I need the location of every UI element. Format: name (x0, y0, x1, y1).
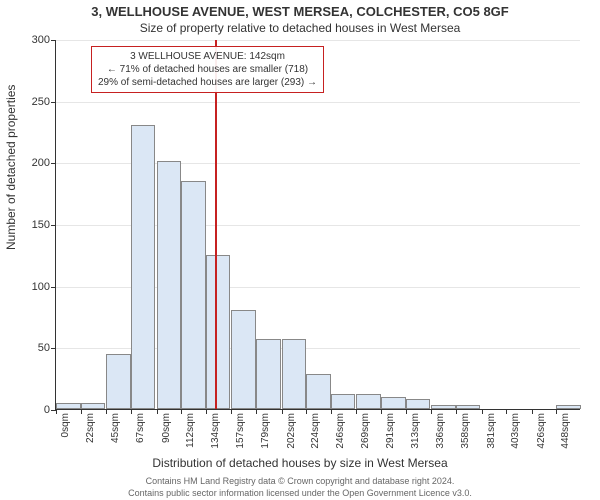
histogram-bar (406, 399, 431, 409)
x-tick-label: 336sqm (435, 413, 446, 449)
title-sub: Size of property relative to detached ho… (0, 21, 600, 35)
x-tick (456, 409, 457, 414)
x-tick-label: 134sqm (210, 413, 221, 449)
histogram-bar (331, 394, 356, 409)
title-main: 3, WELLHOUSE AVENUE, WEST MERSEA, COLCHE… (0, 4, 600, 19)
y-tick (51, 102, 56, 103)
x-tick-label: 358sqm (460, 413, 471, 449)
x-tick-label: 224sqm (310, 413, 321, 449)
histogram-bar (56, 403, 81, 409)
plot-area: 0501001502002503000sqm22sqm45sqm67sqm90s… (55, 40, 580, 410)
y-tick (51, 225, 56, 226)
histogram-bar (556, 405, 581, 409)
x-tick (106, 409, 107, 414)
histogram-bar (181, 181, 206, 409)
x-tick (56, 409, 57, 414)
histogram-bar (157, 161, 182, 409)
x-tick (231, 409, 232, 414)
x-tick (482, 409, 483, 414)
x-tick (431, 409, 432, 414)
histogram-bar (231, 310, 256, 409)
histogram-figure: 3, WELLHOUSE AVENUE, WEST MERSEA, COLCHE… (0, 0, 600, 500)
x-tick (282, 409, 283, 414)
x-tick (406, 409, 407, 414)
reference-line (215, 40, 217, 409)
histogram-bar (381, 397, 406, 409)
x-tick (556, 409, 557, 414)
y-tick-label: 100 (32, 281, 50, 293)
x-tick-label: 246sqm (335, 413, 346, 449)
histogram-bar (431, 405, 456, 409)
x-tick (356, 409, 357, 414)
annotation-line: ← 71% of detached houses are smaller (71… (98, 63, 317, 76)
footer-copyright-1: Contains HM Land Registry data © Crown c… (0, 476, 600, 486)
x-tick-label: 313sqm (410, 413, 421, 449)
x-tick (157, 409, 158, 414)
gridline (56, 102, 580, 103)
histogram-bar (106, 354, 131, 410)
x-tick (532, 409, 533, 414)
histogram-bar (306, 374, 331, 409)
y-tick (51, 163, 56, 164)
x-tick-label: 202sqm (286, 413, 297, 449)
y-axis-label: Number of detached properties (4, 85, 18, 250)
x-tick (256, 409, 257, 414)
x-tick (206, 409, 207, 414)
annotation-line: 3 WELLHOUSE AVENUE: 142sqm (98, 50, 317, 63)
x-tick-label: 0sqm (60, 413, 71, 437)
x-tick (306, 409, 307, 414)
histogram-bar (356, 394, 381, 409)
y-tick (51, 40, 56, 41)
x-tick-label: 157sqm (235, 413, 246, 449)
x-tick (181, 409, 182, 414)
x-tick-label: 291sqm (385, 413, 396, 449)
x-tick-label: 179sqm (260, 413, 271, 449)
annotation-box: 3 WELLHOUSE AVENUE: 142sqm← 71% of detac… (91, 46, 324, 93)
x-tick-label: 67sqm (135, 413, 146, 443)
x-tick-label: 381sqm (486, 413, 497, 449)
x-tick (81, 409, 82, 414)
histogram-bar (282, 339, 307, 409)
x-tick (506, 409, 507, 414)
annotation-line: 29% of semi-detached houses are larger (… (98, 76, 317, 89)
histogram-bar (206, 255, 231, 409)
x-axis-label: Distribution of detached houses by size … (0, 456, 600, 470)
y-tick-label: 150 (32, 219, 50, 231)
y-tick (51, 287, 56, 288)
x-tick (131, 409, 132, 414)
x-tick (381, 409, 382, 414)
footer-copyright-2: Contains public sector information licen… (0, 488, 600, 498)
y-tick (51, 348, 56, 349)
x-tick-label: 45sqm (110, 413, 121, 443)
x-tick (331, 409, 332, 414)
x-tick-label: 426sqm (536, 413, 547, 449)
x-tick-label: 112sqm (185, 413, 196, 448)
y-tick-label: 200 (32, 157, 50, 169)
y-tick-label: 300 (32, 34, 50, 46)
histogram-bar (131, 125, 156, 409)
x-tick-label: 403sqm (510, 413, 521, 449)
histogram-bar (456, 405, 481, 409)
y-tick-label: 0 (44, 404, 50, 416)
x-tick-label: 90sqm (161, 413, 172, 443)
x-tick-label: 269sqm (360, 413, 371, 449)
x-tick-label: 22sqm (85, 413, 96, 443)
gridline (56, 40, 580, 41)
histogram-bar (256, 339, 281, 409)
y-tick-label: 250 (32, 96, 50, 108)
x-tick-label: 448sqm (560, 413, 571, 449)
histogram-bar (81, 403, 106, 409)
y-tick-label: 50 (38, 342, 50, 354)
